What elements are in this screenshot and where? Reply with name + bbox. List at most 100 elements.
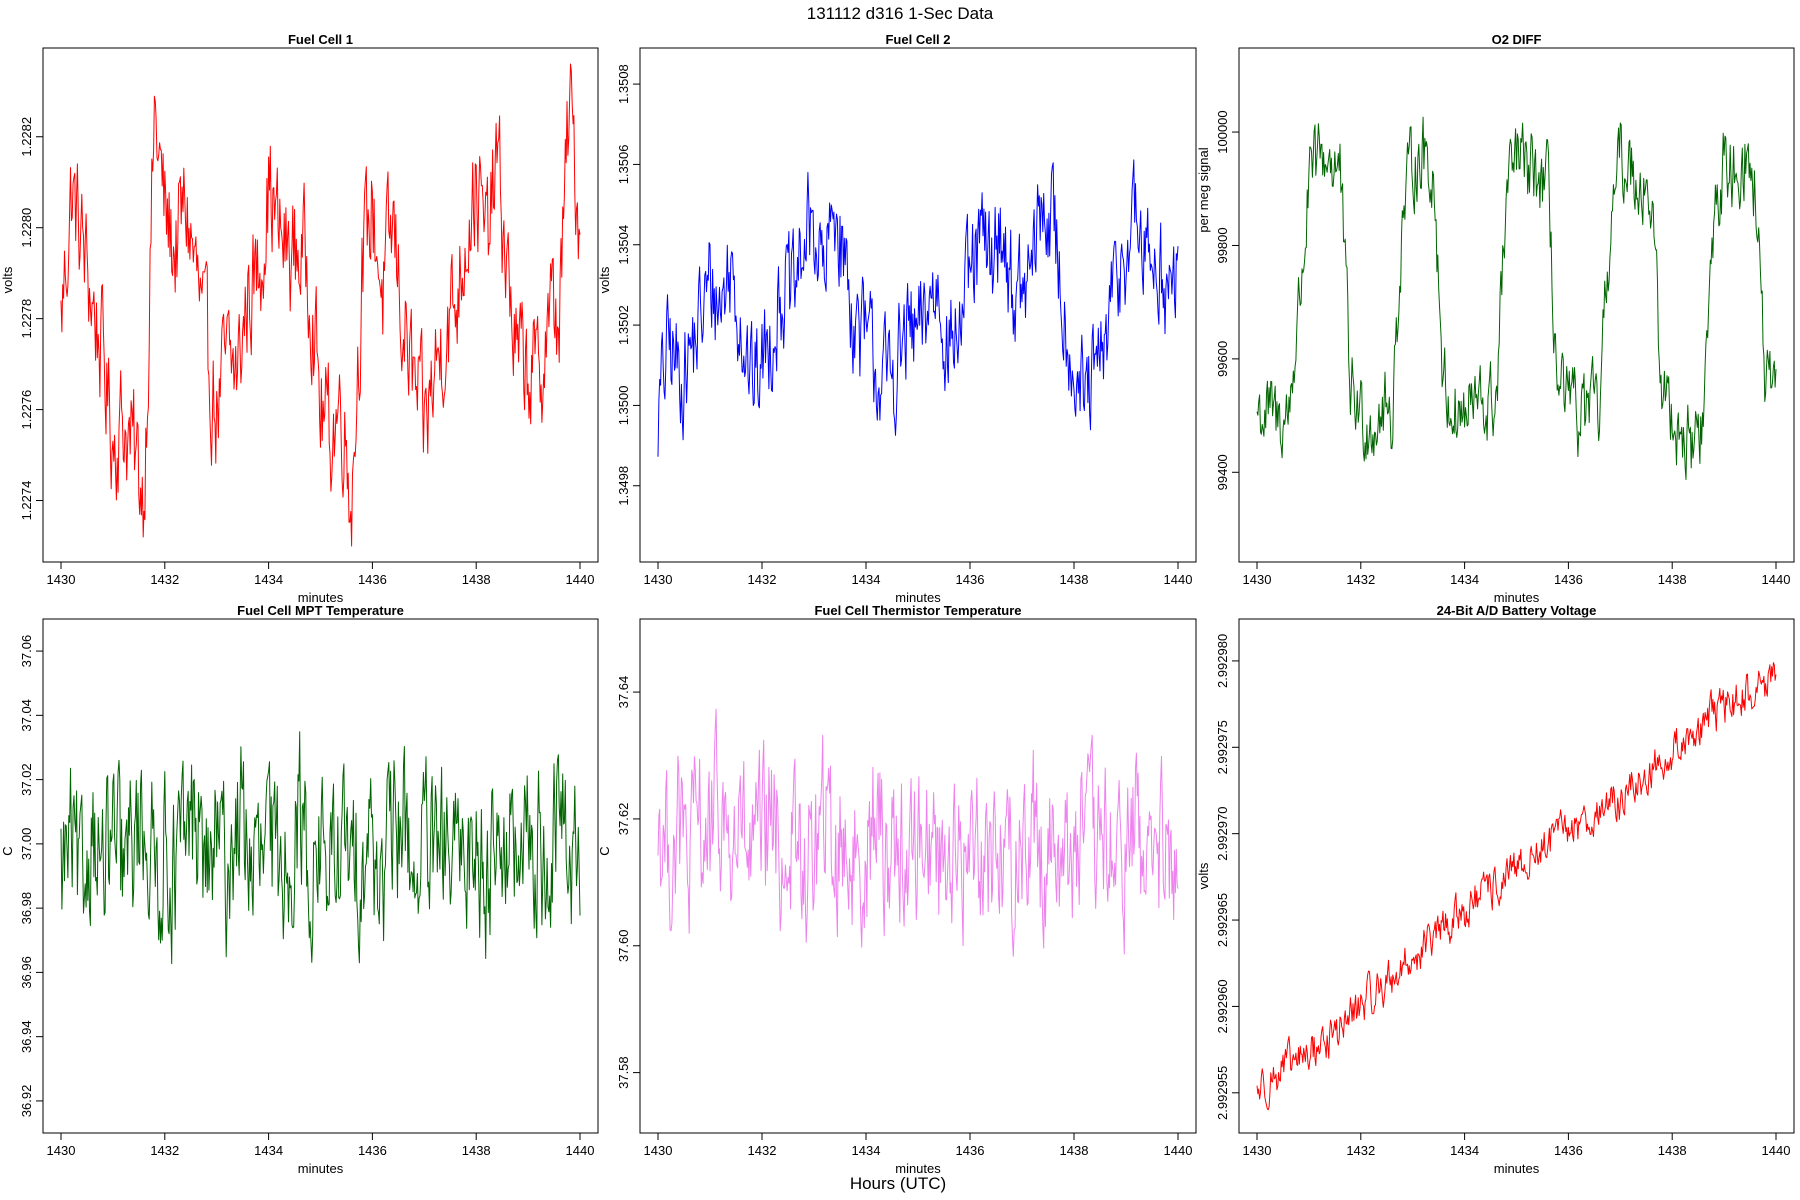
figure-xlabel: Hours (UTC) xyxy=(850,1174,946,1193)
x-tick-label: 1440 xyxy=(1762,572,1791,587)
y-tick-label: 99400 xyxy=(1215,454,1230,490)
y-tick-label: 37.64 xyxy=(616,676,631,709)
y-tick-label: 2.992955 xyxy=(1215,1066,1230,1120)
x-tick-label: 1434 xyxy=(1450,1143,1479,1158)
y-tick-label: 99800 xyxy=(1215,227,1230,263)
x-axis: 1430 1432 1434 1436 1438 1440 xyxy=(644,1132,1193,1158)
y-tick-label: 1.2276 xyxy=(19,390,34,430)
x-tick-label: 1432 xyxy=(1346,1143,1375,1158)
series-line xyxy=(60,731,581,965)
y-tick-label: 1.3504 xyxy=(616,225,631,265)
x-tick-label: 1430 xyxy=(1243,572,1272,587)
x-tick-label: 1436 xyxy=(358,1143,387,1158)
y-tick-label: 37.04 xyxy=(19,699,34,732)
x-tick-label: 1440 xyxy=(1164,572,1193,587)
panel-6: 24-Bit A/D Battery Voltage minutes volts 14… xyxy=(1196,603,1795,1176)
y-tick-label: 36.98 xyxy=(19,892,34,925)
x-tick-label: 1436 xyxy=(1554,1143,1583,1158)
x-axis: 1430 1432 1434 1436 1438 1440 xyxy=(1243,1132,1791,1158)
x-tick-label: 1438 xyxy=(1060,1143,1089,1158)
series-line xyxy=(60,63,581,547)
y-axis-label: volts xyxy=(597,266,612,293)
y-axis-label: C xyxy=(597,846,612,855)
x-axis-label: minutes xyxy=(298,1161,344,1176)
x-tick-label: 1438 xyxy=(1060,572,1089,587)
y-tick-label: 1.3498 xyxy=(616,466,631,506)
x-axis: 1430 1432 1434 1436 1438 1440 xyxy=(1243,561,1791,587)
panel-3: O2 DIFF minutes per meg signal 1430 1432 1434… xyxy=(1196,32,1795,605)
y-tick-label: 36.96 xyxy=(19,956,34,989)
series-line xyxy=(1256,116,1777,480)
y-tick-label: 1.3508 xyxy=(616,64,631,104)
x-tick-label: 1436 xyxy=(358,572,387,587)
panel-5: Fuel Cell Thermistor Temperature minutes C… xyxy=(597,603,1197,1176)
x-tick-label: 1438 xyxy=(1658,572,1687,587)
panel-title: Fuel Cell 1 xyxy=(288,32,353,47)
y-axis: 37.58 37.60 37.62 37.64 xyxy=(616,676,641,1089)
x-tick-label: 1440 xyxy=(1164,1143,1193,1158)
x-tick-label: 1432 xyxy=(748,1143,777,1158)
y-tick-label: 37.58 xyxy=(616,1056,631,1089)
y-axis: 1.3498 1.3500 1.3502 1.3504 1.3506 1.3508 xyxy=(616,64,641,506)
x-tick-label: 1438 xyxy=(462,572,491,587)
series-line xyxy=(1256,662,1777,1111)
panel-title: O2 DIFF xyxy=(1492,32,1542,47)
series-line xyxy=(657,708,1179,957)
x-tick-label: 1440 xyxy=(566,1143,595,1158)
x-tick-label: 1432 xyxy=(150,1143,179,1158)
y-tick-label: 100000 xyxy=(1215,110,1230,153)
y-tick-label: 1.2274 xyxy=(19,481,34,521)
x-axis-label: minutes xyxy=(1494,1161,1540,1176)
x-tick-label: 1430 xyxy=(644,572,673,587)
x-tick-label: 1440 xyxy=(1762,1143,1791,1158)
x-tick-label: 1438 xyxy=(462,1143,491,1158)
x-tick-label: 1434 xyxy=(852,1143,881,1158)
y-tick-label: 36.92 xyxy=(19,1085,34,1118)
x-tick-label: 1436 xyxy=(956,1143,985,1158)
y-tick-label: 37.00 xyxy=(19,828,34,861)
x-tick-label: 1430 xyxy=(644,1143,673,1158)
y-tick-label: 1.2280 xyxy=(19,208,34,248)
x-tick-label: 1434 xyxy=(1450,572,1479,587)
x-axis: 1430 1432 1434 1436 1438 1440 xyxy=(47,1132,595,1158)
x-tick-label: 1430 xyxy=(1243,1143,1272,1158)
series-line xyxy=(657,159,1179,457)
x-tick-label: 1432 xyxy=(150,572,179,587)
y-axis-label: per meg signal xyxy=(1196,147,1211,232)
x-tick-label: 1436 xyxy=(1554,572,1583,587)
y-tick-label: 1.3500 xyxy=(616,386,631,426)
x-tick-label: 1434 xyxy=(254,572,283,587)
x-axis: 1430 1432 1434 1436 1438 1440 xyxy=(47,561,594,587)
y-axis-label: volts xyxy=(0,266,15,293)
y-axis: 1.2274 1.2276 1.2278 1.2280 1.2282 xyxy=(19,117,44,521)
panel-title: Fuel Cell 2 xyxy=(885,32,950,47)
y-tick-label: 1.3502 xyxy=(616,305,631,345)
y-axis: 2.992955 2.992960 2.992965 2.992970 2.992975… xyxy=(1215,634,1240,1120)
x-tick-label: 1432 xyxy=(1346,572,1375,587)
y-tick-label: 2.992960 xyxy=(1215,979,1230,1033)
y-tick-label: 1.2278 xyxy=(19,299,34,339)
panel-title: Fuel Cell Thermistor Temperature xyxy=(814,603,1021,618)
y-tick-label: 37.62 xyxy=(616,803,631,836)
y-axis: 99400 99600 99800 100000 xyxy=(1215,110,1240,490)
x-tick-label: 1436 xyxy=(956,572,985,587)
x-tick-label: 1434 xyxy=(254,1143,283,1158)
figure-title: 131112 d316 1-Sec Data xyxy=(807,4,994,23)
y-axis: 36.92 36.94 36.96 36.98 37.00 37.02 37.04 37.06 xyxy=(19,635,44,1118)
x-axis-label: minutes xyxy=(298,590,344,605)
x-axis-label: minutes xyxy=(895,1161,941,1176)
y-tick-label: 99600 xyxy=(1215,341,1230,377)
x-axis: 1430 1432 1434 1436 1438 1440 xyxy=(644,561,1193,587)
x-tick-label: 1430 xyxy=(47,572,76,587)
y-tick-label: 37.60 xyxy=(616,929,631,962)
x-tick-label: 1434 xyxy=(852,572,881,587)
y-tick-label: 2.992970 xyxy=(1215,807,1230,861)
panel-title: Fuel Cell MPT Temperature xyxy=(237,603,404,618)
panel-title: 24-Bit A/D Battery Voltage xyxy=(1437,603,1597,618)
y-tick-label: 2.992965 xyxy=(1215,893,1230,947)
y-tick-label: 37.06 xyxy=(19,635,34,668)
y-tick-label: 1.2282 xyxy=(19,117,34,157)
x-axis-label: minutes xyxy=(895,590,941,605)
